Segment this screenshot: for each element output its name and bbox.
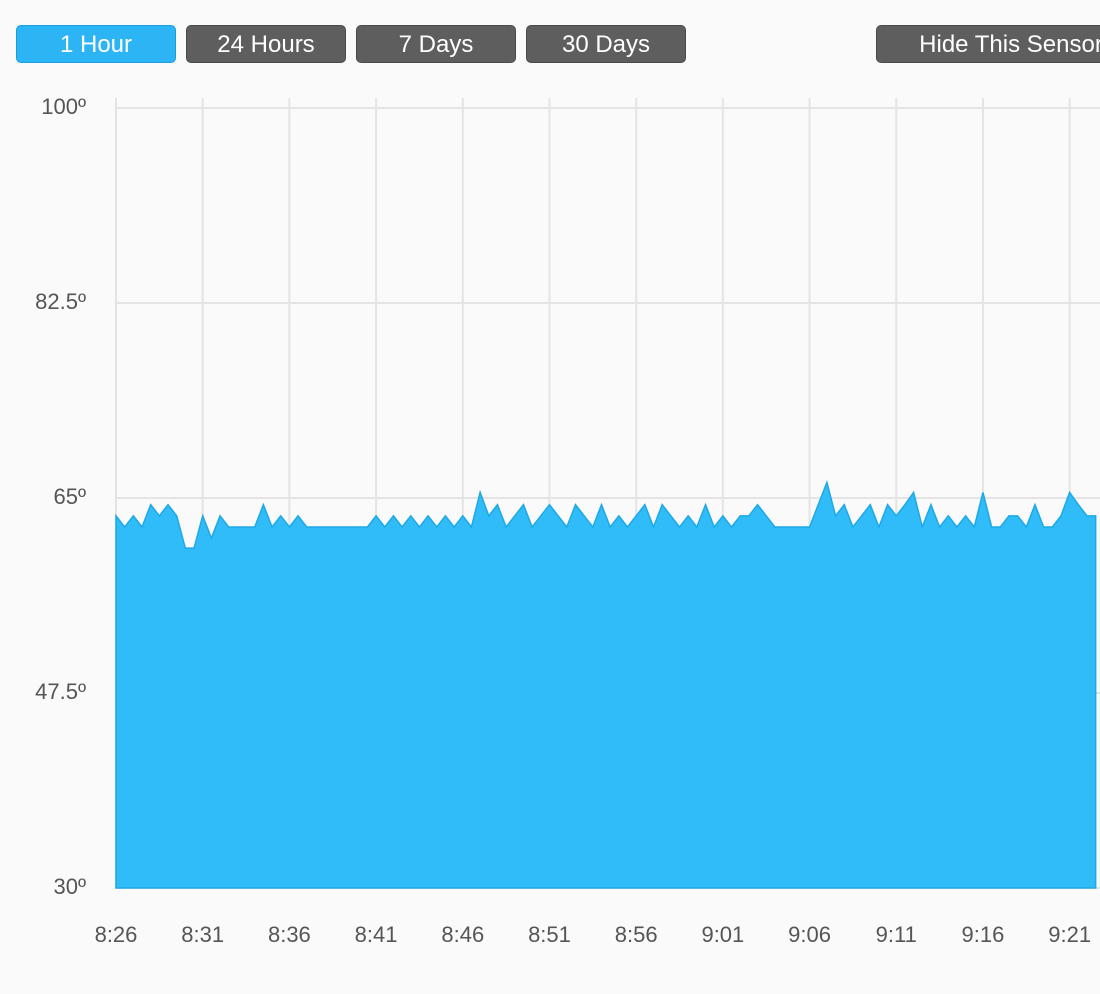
y-tick-label: 65º: [53, 484, 86, 509]
x-tick-label: 9:11: [876, 922, 917, 947]
x-tick-label: 9:16: [962, 922, 1005, 947]
x-tick-label: 8:51: [528, 922, 571, 947]
x-tick-label: 9:01: [701, 922, 744, 947]
x-tick-label: 9:06: [788, 922, 831, 947]
y-tick-label: 100º: [41, 94, 86, 119]
x-tick-label: 8:41: [355, 922, 398, 947]
area: [115, 479, 1097, 889]
button[interactable]: 7 Days: [356, 25, 516, 63]
button[interactable]: 1 Hour: [16, 25, 176, 63]
y-tick-label: 47.5º: [35, 679, 86, 704]
y-tick-label: 30º: [53, 874, 86, 899]
button[interactable]: Hide This Sensor: [876, 25, 1100, 63]
y-tick-label: 82.5º: [35, 289, 86, 314]
x-tick-label: 8:26: [95, 922, 138, 947]
x-tick-label: 8:31: [181, 922, 224, 947]
x-tick-label: 9:21: [1048, 922, 1091, 947]
button[interactable]: 30 Days: [526, 25, 686, 63]
button[interactable]: 24 Hours: [186, 25, 346, 63]
x-tick-label: 8:46: [441, 922, 484, 947]
x-tick-label: 8:36: [268, 922, 311, 947]
x-tick-label: 8:56: [615, 922, 658, 947]
